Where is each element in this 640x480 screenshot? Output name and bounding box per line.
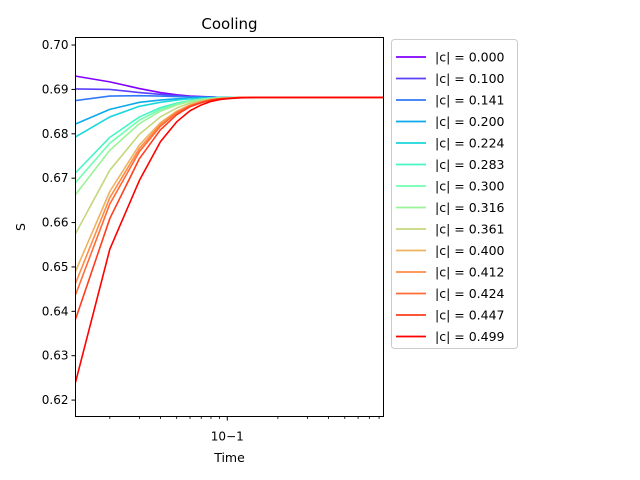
y-tick-label: 0.68	[42, 127, 69, 141]
legend-label: |c| = 0.224	[435, 136, 505, 151]
legend-label: |c| = 0.283	[435, 157, 505, 172]
legend-label: |c| = 0.141	[435, 93, 505, 108]
x-tick-label: 10−1	[211, 430, 244, 444]
chart-title: Cooling	[201, 15, 257, 33]
legend-entry: |c| = 0.000	[396, 50, 505, 65]
y-axis: 0.62 0.63 0.64 0.65 0.66 0.67 0.68 0.69 0.70	[42, 38, 76, 407]
legend-entry: |c| = 0.447	[396, 308, 505, 323]
legend-entry: |c| = 0.283	[396, 157, 505, 172]
series-layer	[75, 75, 384, 383]
y-tick-label: 0.62	[42, 393, 69, 407]
y-tick-label: 0.63	[42, 349, 69, 363]
legend-label: |c| = 0.316	[435, 200, 505, 215]
x-axis-label: Time	[213, 450, 245, 465]
x-axis: 10−1	[109, 416, 380, 444]
legend-entry: |c| = 0.316	[396, 200, 505, 215]
y-tick-label: 0.70	[42, 38, 69, 52]
legend-entry: |c| = 0.141	[396, 93, 505, 108]
legend-entry: |c| = 0.100	[396, 71, 505, 86]
y-tick-label: 0.66	[42, 216, 69, 230]
legend-entry: |c| = 0.200	[396, 114, 505, 129]
legend-label: |c| = 0.200	[435, 114, 505, 129]
legend-entry: |c| = 0.424	[396, 286, 505, 301]
legend-label: |c| = 0.447	[435, 308, 505, 323]
plot-area-frame	[75, 37, 384, 417]
legend-entry: |c| = 0.412	[396, 265, 505, 280]
y-tick-label: 0.64	[42, 304, 69, 318]
legend: |c| = 0.000 |c| = 0.100 |c| = 0.141 |c| = 0…	[391, 39, 518, 349]
legend-label: |c| = 0.361	[435, 222, 505, 237]
y-tick-label: 0.69	[42, 82, 69, 96]
legend-entry: |c| = 0.300	[396, 179, 505, 194]
legend-label: |c| = 0.300	[435, 179, 505, 194]
legend-label: |c| = 0.424	[435, 286, 505, 301]
series-line-13	[75, 96, 384, 383]
legend-entry: |c| = 0.400	[396, 243, 505, 258]
legend-label: |c| = 0.400	[435, 243, 505, 258]
legend-label: |c| = 0.000	[435, 50, 505, 65]
legend-entry: |c| = 0.499	[396, 329, 505, 344]
y-tick-label: 0.67	[42, 171, 69, 185]
legend-entry: |c| = 0.361	[396, 222, 505, 237]
y-axis-label: S	[13, 223, 28, 231]
legend-entry: |c| = 0.224	[396, 136, 505, 151]
y-tick-label: 0.65	[42, 260, 69, 274]
legend-label: |c| = 0.499	[435, 329, 505, 344]
legend-label: |c| = 0.412	[435, 265, 505, 280]
legend-label: |c| = 0.100	[435, 71, 505, 86]
